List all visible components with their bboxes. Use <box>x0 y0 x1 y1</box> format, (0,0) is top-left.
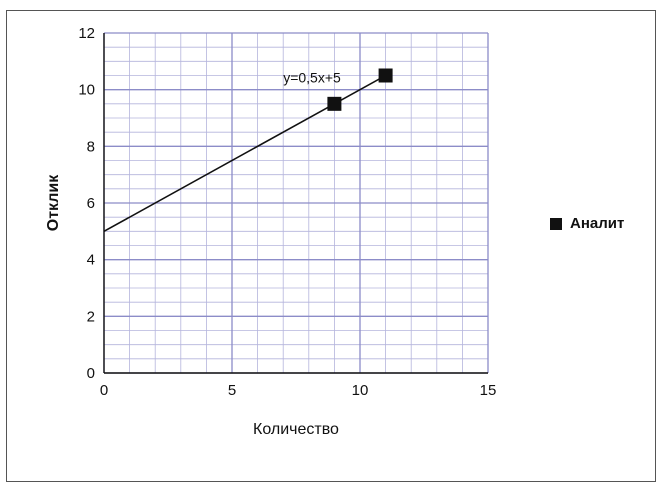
x-tick-label: 0 <box>100 382 108 399</box>
trendline-equation: y=0,5x+5 <box>283 70 341 86</box>
y-axis-title: Отклик <box>45 174 62 231</box>
x-tick-label: 10 <box>352 382 369 399</box>
legend-marker <box>550 217 562 230</box>
trendline <box>103 74 386 233</box>
x-tick-label: 15 <box>480 382 497 399</box>
data-point <box>378 68 393 83</box>
y-tick-label: 6 <box>87 195 95 212</box>
y-tick-label: 8 <box>87 138 95 155</box>
data-point <box>327 96 342 111</box>
y-tick-label: 2 <box>87 308 95 325</box>
x-axis-title: Количество <box>253 421 339 438</box>
y-tick-label: 10 <box>78 82 95 99</box>
legend-label: Аналит <box>570 215 625 232</box>
legend: Аналит <box>550 215 624 232</box>
x-tick-label: 5 <box>228 382 236 399</box>
y-tick-label: 0 <box>87 365 95 382</box>
chart-frame <box>6 10 656 482</box>
y-tick-label: 12 <box>78 25 95 42</box>
y-tick-label: 4 <box>87 252 95 269</box>
